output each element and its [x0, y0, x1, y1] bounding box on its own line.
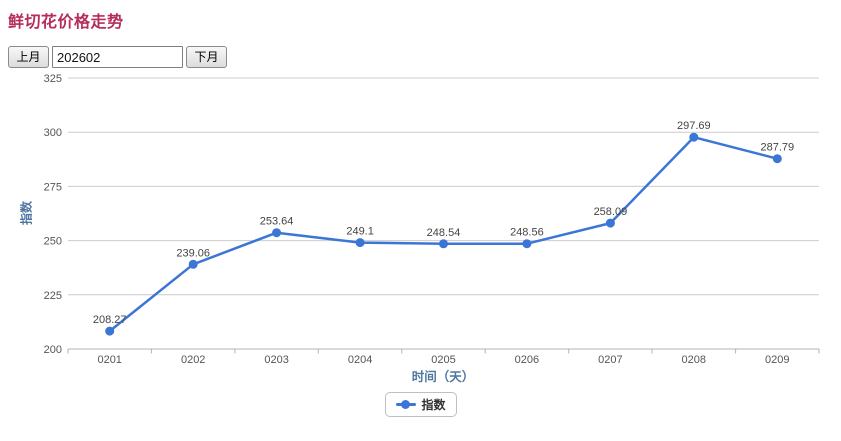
next-month-button[interactable]: 下月 [186, 46, 227, 68]
x-tick-label: 0208 [682, 354, 706, 366]
series-marker-icon [395, 400, 416, 409]
month-navigation: 上月 下月 [8, 46, 227, 68]
data-point-label: 258.09 [594, 206, 628, 218]
y-tick-label: 300 [44, 127, 62, 139]
data-point-label: 253.64 [260, 216, 294, 228]
data-point[interactable] [772, 154, 782, 164]
x-tick-label: 0204 [348, 354, 372, 366]
data-point[interactable] [689, 132, 699, 142]
x-tick-label: 0209 [765, 354, 789, 366]
y-tick-label: 225 [44, 290, 62, 302]
data-point-label: 208.27 [93, 314, 127, 326]
data-point-label: 249.1 [346, 226, 374, 238]
data-point[interactable] [272, 228, 282, 238]
x-tick-label: 0203 [264, 354, 288, 366]
data-point-label: 297.69 [677, 120, 711, 132]
month-input[interactable] [52, 46, 183, 68]
page-title: 鲜切花价格走势 [8, 14, 124, 31]
prev-month-button[interactable]: 上月 [8, 46, 49, 68]
data-point[interactable] [105, 326, 115, 336]
data-point[interactable] [188, 259, 198, 269]
y-tick-label: 250 [44, 236, 62, 248]
data-point-label: 287.79 [760, 142, 794, 154]
series-dot-swatch [400, 400, 410, 409]
data-point[interactable] [522, 239, 532, 249]
y-axis-title: 指数 [19, 200, 34, 226]
x-tick-label: 0202 [181, 354, 205, 366]
data-point-label: 248.56 [510, 227, 544, 239]
data-point-label: 248.54 [427, 227, 461, 239]
x-tick-label: 0201 [97, 354, 121, 366]
data-point[interactable] [355, 238, 365, 248]
y-tick-label: 275 [44, 181, 62, 193]
data-point-label: 239.06 [176, 247, 210, 259]
x-tick-label: 0206 [515, 354, 539, 366]
legend-label: 指数 [421, 398, 446, 412]
x-tick-label: 0205 [431, 354, 455, 366]
data-point[interactable] [439, 239, 448, 249]
legend-item-index[interactable]: 指数 [384, 392, 457, 417]
x-axis-title: 时间（天） [411, 370, 475, 384]
x-tick-label: 0207 [598, 354, 622, 366]
data-point[interactable] [605, 218, 615, 228]
y-tick-label: 325 [44, 73, 62, 85]
y-tick-label: 200 [44, 344, 62, 356]
